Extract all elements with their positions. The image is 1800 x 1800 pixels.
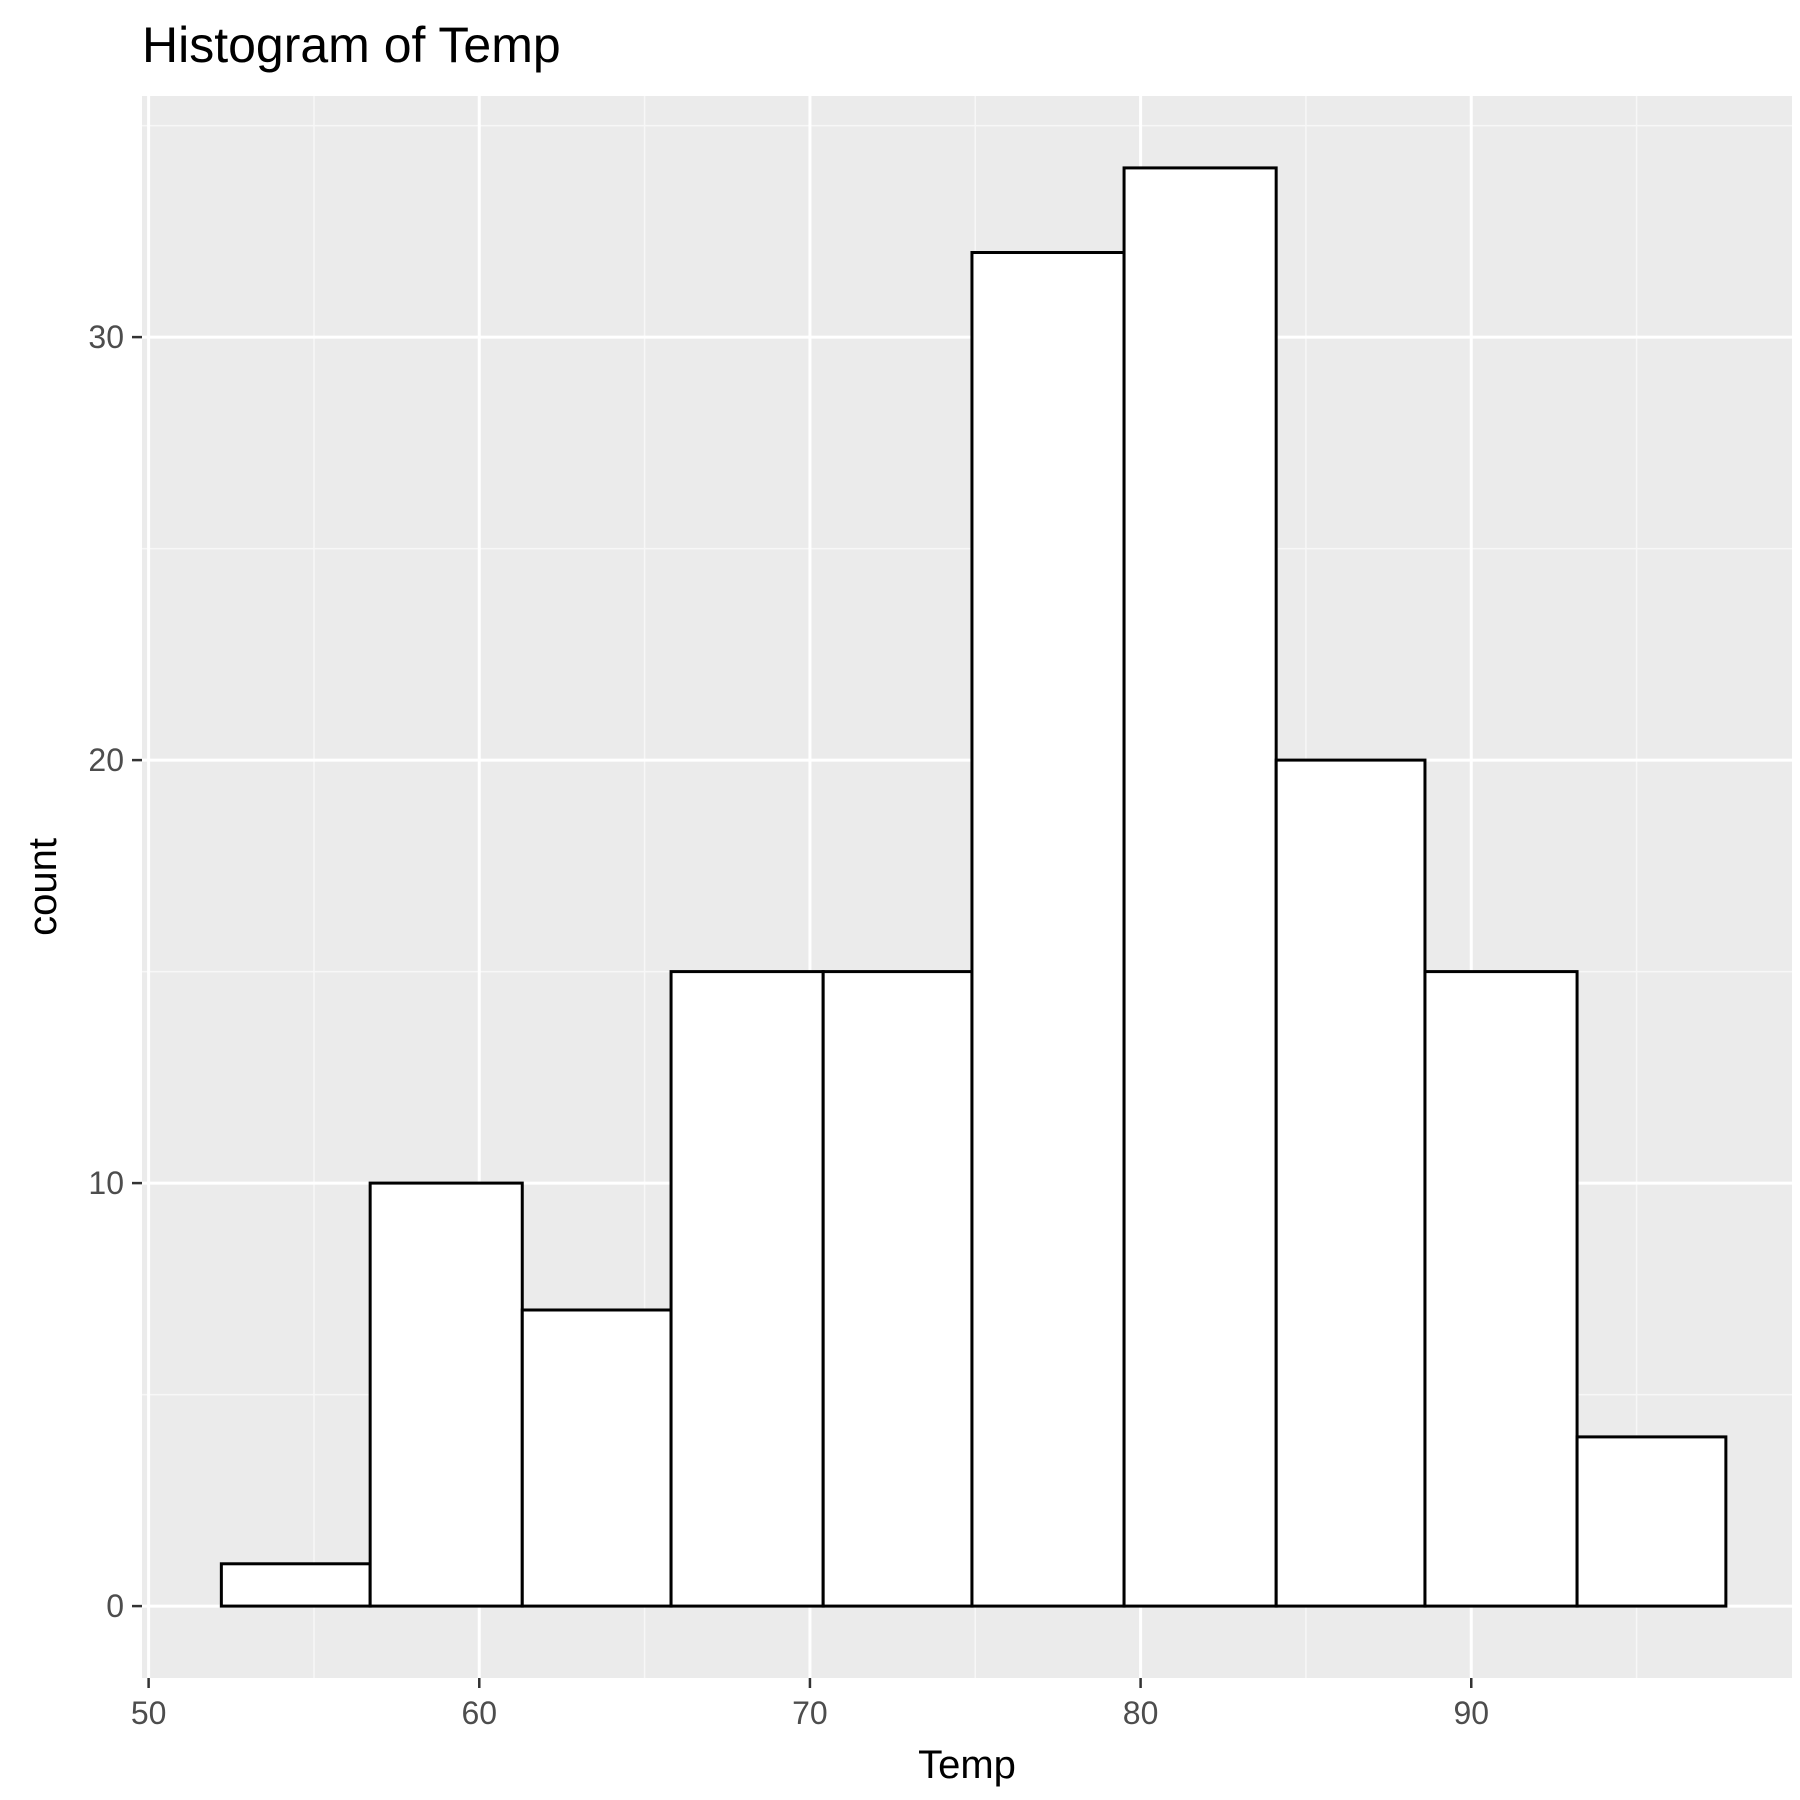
histogram-bar bbox=[1423, 970, 1579, 1608]
histogram-bar bbox=[970, 251, 1126, 1608]
histogram-bar bbox=[1274, 758, 1427, 1608]
histogram-bar bbox=[1575, 1435, 1728, 1608]
x-axis-label: Temp bbox=[918, 1743, 1016, 1787]
x-axis-ticks: 50 60 70 80 90 bbox=[131, 1678, 1489, 1731]
y-tick-label: 30 bbox=[88, 319, 124, 355]
histogram-bars bbox=[219, 166, 1728, 1608]
histogram-bar bbox=[219, 1562, 372, 1608]
x-tick-label: 50 bbox=[131, 1695, 167, 1731]
chart-title: Histogram of Temp bbox=[142, 17, 561, 73]
x-tick-label: 80 bbox=[1123, 1695, 1159, 1731]
histogram-bar bbox=[669, 970, 825, 1608]
y-tick-label: 20 bbox=[88, 742, 124, 778]
histogram-bar bbox=[368, 1181, 524, 1608]
y-axis-label: count bbox=[21, 838, 65, 936]
histogram-bar bbox=[520, 1308, 673, 1608]
histogram-bar bbox=[821, 970, 974, 1608]
y-axis-ticks: 0 10 20 30 bbox=[88, 319, 142, 1624]
x-tick-label: 70 bbox=[792, 1695, 828, 1731]
histogram-bar bbox=[1122, 166, 1278, 1608]
y-tick-label: 0 bbox=[106, 1588, 124, 1624]
x-tick-label: 60 bbox=[461, 1695, 497, 1731]
x-tick-label: 90 bbox=[1453, 1695, 1489, 1731]
y-tick-label: 10 bbox=[88, 1165, 124, 1201]
